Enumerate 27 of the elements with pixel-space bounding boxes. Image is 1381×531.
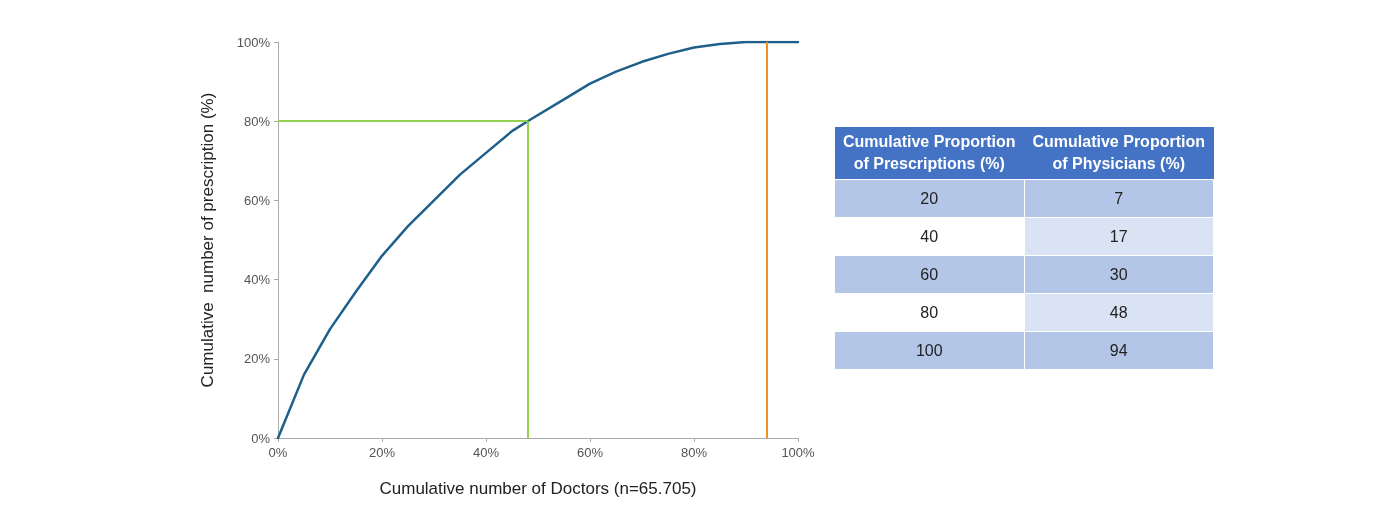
data-label: 20: [834, 179, 1024, 218]
data-label: 80: [834, 293, 1024, 332]
x-tick-label: 0%: [268, 445, 288, 460]
data-label: 48: [1024, 293, 1214, 332]
y-tick-label: 100%: [236, 34, 271, 50]
x-tick-label: 20%: [368, 445, 396, 460]
y-tick-label: 80%: [243, 113, 271, 129]
x-tick-label: 80%: [680, 445, 708, 460]
x-tick-label: 60%: [576, 445, 604, 460]
x-tick-label: Cumulative Proportion of Prescriptions (%): [834, 127, 1024, 180]
data-label: 17: [1024, 217, 1214, 256]
y-tick-label: 20%: [243, 351, 271, 367]
y-axis-title: Cumulative number of prescription (%): [198, 92, 217, 388]
data-label: 30: [1024, 255, 1214, 294]
data-label: 40: [834, 217, 1024, 256]
line-series: [276, 40, 800, 440]
y-tick-label: 40%: [243, 272, 271, 288]
data-label: 7: [1024, 179, 1214, 218]
data-label: 60: [834, 255, 1024, 294]
data-label: 94: [1024, 331, 1214, 370]
y-tick-label: 60%: [243, 192, 271, 208]
x-tick-label: 100%: [781, 445, 816, 460]
x-axis-title: Cumulative number of Doctors (n=65.705): [379, 479, 697, 498]
data-label: 100: [834, 331, 1024, 370]
x-tick-label: Cumulative Proportion of Physicians (%): [1024, 127, 1214, 180]
y-tick-label: 0%: [251, 430, 271, 446]
x-tick-label: 40%: [472, 445, 500, 460]
